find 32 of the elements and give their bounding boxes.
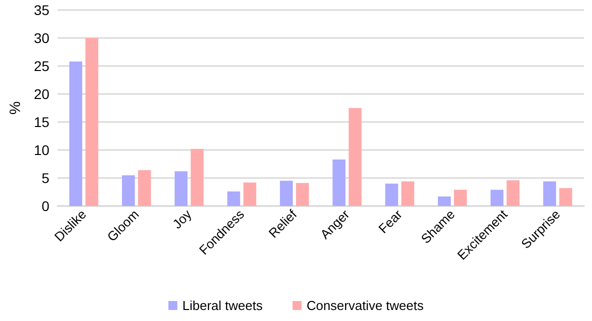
y-tick-label: 10 <box>34 142 50 158</box>
bar <box>385 184 398 206</box>
bar <box>543 181 556 206</box>
bar <box>190 148 204 206</box>
bar <box>348 108 362 206</box>
x-tick-label: Joy <box>170 206 195 232</box>
y-tick-label: 35 <box>34 2 50 18</box>
legend-label: Conservative tweets <box>306 298 424 313</box>
bar <box>438 196 451 206</box>
bar <box>122 175 135 206</box>
bar <box>296 183 309 206</box>
bar <box>490 190 504 206</box>
y-tick-label: 25 <box>34 58 50 74</box>
bar <box>69 62 82 206</box>
y-axis-title: % <box>7 101 24 115</box>
bar <box>85 38 98 206</box>
bar <box>506 180 520 206</box>
y-tick-label: 20 <box>34 86 50 102</box>
bar <box>559 188 572 206</box>
y-tick-label: 15 <box>34 114 50 130</box>
bar <box>332 160 346 206</box>
y-tick-label: 0 <box>42 198 50 214</box>
legend-label: Liberal tweets <box>182 298 264 313</box>
y-tick-label: 30 <box>34 30 50 46</box>
bar <box>280 180 293 206</box>
bar <box>454 190 467 206</box>
y-tick-label: 5 <box>42 170 50 186</box>
bar <box>227 191 240 206</box>
bar <box>243 182 256 206</box>
bar <box>174 171 188 206</box>
bar <box>401 181 414 206</box>
bar <box>138 170 151 206</box>
